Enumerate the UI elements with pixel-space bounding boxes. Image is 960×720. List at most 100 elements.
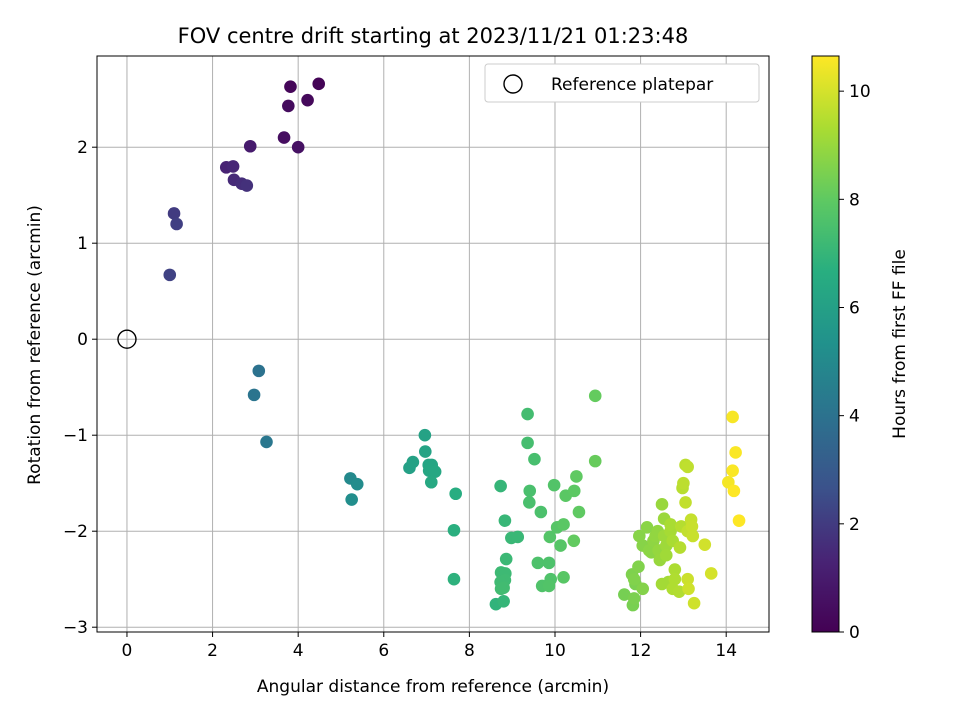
scatter-point — [542, 579, 556, 593]
scatter-point — [727, 484, 741, 498]
colorbar-tick-label: 4 — [849, 407, 860, 427]
scatter-point — [668, 563, 682, 576]
colorbar — [811, 55, 840, 633]
scatter-point — [636, 582, 650, 596]
scatter-point — [633, 529, 646, 543]
x-tick-label: 12 — [630, 641, 652, 661]
scatter-point — [291, 140, 305, 154]
scatter-point — [428, 465, 442, 478]
scatter-point — [732, 514, 746, 527]
scatter-point — [534, 505, 548, 519]
legend-box — [484, 63, 760, 103]
scatter-point — [167, 207, 181, 220]
scatter-point — [499, 552, 513, 566]
scatter-point — [687, 596, 701, 610]
x-axis-label: Angular distance from reference (arcmin) — [257, 677, 609, 697]
scatter-point — [677, 476, 690, 490]
scatter-point — [424, 475, 438, 489]
y-axis-ticks: −3 −2 −1 0 1 2 — [63, 138, 97, 638]
scatter-point — [418, 428, 432, 442]
scatter-point — [557, 518, 570, 531]
scatter-point — [572, 505, 586, 519]
scatter-points — [117, 77, 746, 612]
scatter-point — [729, 446, 742, 459]
scatter-point — [163, 268, 177, 282]
x-tick-label: 0 — [122, 641, 133, 661]
scatter-point — [247, 388, 261, 402]
colorbar-tick-label: 2 — [849, 515, 860, 535]
scatter-point — [681, 572, 694, 586]
scatter-point — [226, 160, 240, 173]
scatter-point — [447, 572, 461, 586]
scatter-point — [627, 572, 641, 586]
scatter-point — [567, 534, 581, 548]
scatter-point — [240, 179, 254, 192]
scatter-point — [668, 572, 682, 586]
y-tick-label: −1 — [63, 426, 88, 446]
scatter-point — [523, 484, 537, 498]
scatter-point — [682, 582, 695, 596]
scatter-point — [704, 567, 718, 580]
scatter-point — [686, 529, 700, 543]
colorbar-tick-label: 6 — [849, 298, 860, 318]
x-tick-label: 4 — [293, 641, 304, 661]
scatter-point — [588, 389, 602, 403]
colorbar-label: Hours from first FF file — [890, 249, 910, 439]
colorbar-tick-label: 8 — [849, 190, 860, 210]
colorbar-tick-label: 10 — [849, 82, 871, 102]
scatter-point — [498, 514, 512, 527]
scatter-point — [679, 496, 692, 509]
scatter-point — [301, 93, 314, 107]
scatter-point — [243, 139, 257, 153]
scatter-point — [685, 520, 699, 533]
scatter-point — [260, 435, 273, 449]
y-tick-label: 0 — [77, 330, 88, 350]
scatter-point — [312, 77, 326, 91]
scatter-point — [350, 477, 364, 491]
scatter-point — [282, 99, 295, 113]
y-tick-label: −2 — [63, 522, 88, 542]
reference-platepar-marker — [117, 329, 137, 349]
x-tick-label: 14 — [715, 641, 737, 661]
scatter-point — [511, 530, 525, 544]
scatter-point — [673, 541, 687, 554]
y-tick-label: 2 — [77, 138, 88, 158]
scatter-point — [252, 364, 266, 378]
chart-title: FOV centre drift starting at 2023/11/21 … — [178, 24, 689, 48]
x-tick-label: 10 — [544, 641, 566, 661]
y-tick-label: −3 — [63, 618, 88, 638]
scatter-point — [521, 436, 534, 450]
scatter-point — [659, 548, 673, 562]
scatter-point — [345, 493, 358, 506]
scatter-point — [418, 445, 432, 458]
axes-frame — [96, 55, 770, 633]
scatter-point — [632, 560, 645, 574]
scatter-point — [557, 570, 570, 584]
scatter-point — [554, 539, 567, 552]
scatter-point — [528, 452, 541, 466]
scatter-point — [726, 464, 739, 478]
y-axis-label: Rotation from reference (arcmin) — [25, 205, 45, 485]
scatter-point — [664, 518, 677, 531]
scatter-point — [406, 455, 420, 469]
legend: Reference platepar — [484, 63, 760, 103]
scatter-point — [494, 479, 507, 493]
scatter-point — [547, 478, 561, 492]
scatter-point — [655, 498, 669, 511]
scatter-point — [588, 454, 602, 468]
scatter-point — [284, 80, 297, 94]
scatter-point — [618, 588, 631, 601]
scatter-point — [523, 496, 536, 509]
scatter-point — [640, 521, 654, 534]
scatter-point — [726, 410, 739, 424]
scatter-point — [698, 538, 712, 551]
reference-marker-icon — [503, 74, 523, 94]
scatter-point — [277, 131, 291, 144]
scatter-point — [449, 487, 462, 501]
scatter-point — [494, 582, 508, 596]
scatter-point — [447, 523, 461, 537]
scatter-point — [543, 530, 557, 544]
scatter-point — [531, 556, 545, 570]
scatter-point — [627, 592, 641, 605]
